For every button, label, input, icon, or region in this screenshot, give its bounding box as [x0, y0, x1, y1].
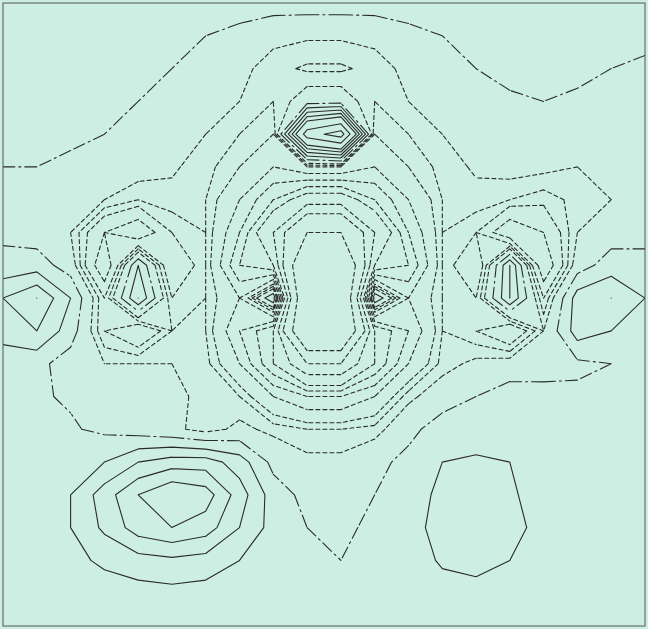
contours — [3, 15, 645, 585]
negative-contour — [283, 214, 365, 364]
plot-frame — [3, 3, 645, 626]
positive-contour — [3, 110, 611, 557]
positive-contour — [138, 117, 356, 528]
negative-contour — [95, 167, 554, 410]
negative-contour — [273, 204, 374, 374]
negative-contour — [85, 134, 563, 423]
positive-contour — [303, 124, 350, 143]
positive-contour — [324, 131, 344, 137]
negative-contour — [71, 41, 612, 453]
positive-contour — [37, 113, 360, 542]
contour-chart — [0, 0, 648, 629]
positive-contour — [3, 107, 645, 585]
negative-contour — [293, 233, 356, 351]
plot-background — [3, 3, 645, 626]
zero-contour — [3, 15, 645, 561]
